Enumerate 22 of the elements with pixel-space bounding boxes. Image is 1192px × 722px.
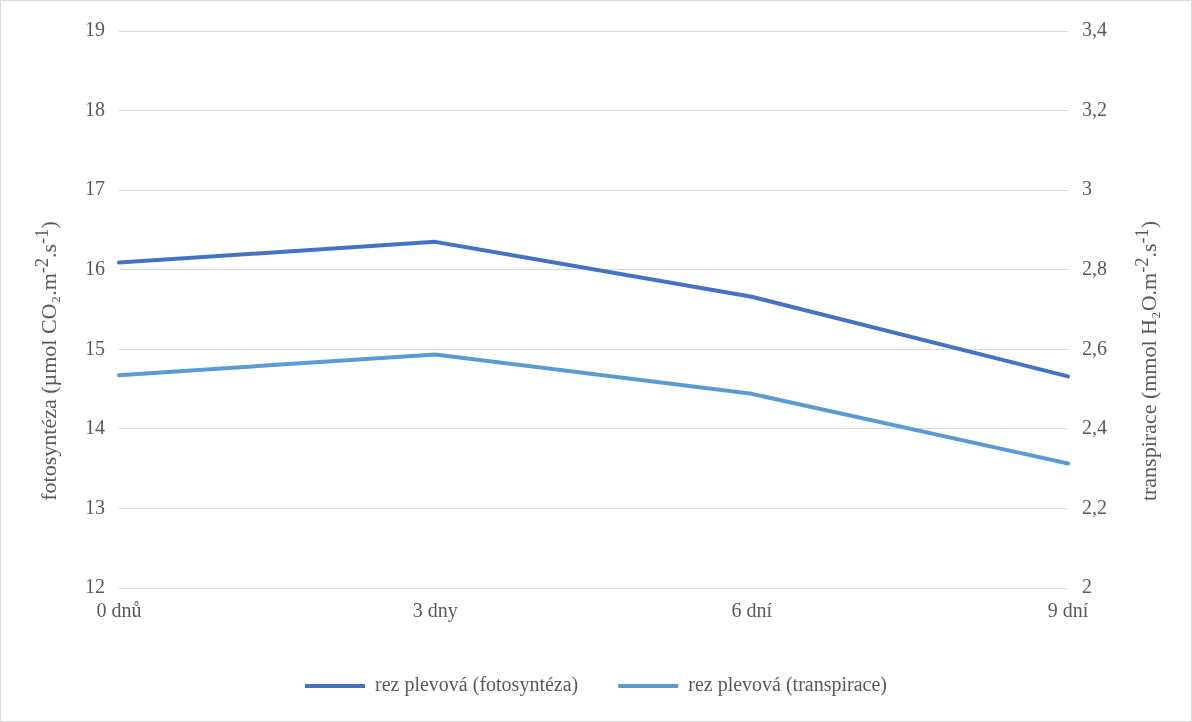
y-tick-label: 17 (85, 177, 105, 200)
y2-tick-label: 2 (1082, 575, 1092, 598)
y2-tick-label: 3,4 (1082, 18, 1107, 41)
x-tick-label: 3 dny (412, 599, 458, 623)
x-tick-label: 9 dní (1047, 599, 1089, 622)
y-tick-label: 19 (85, 18, 105, 41)
y2-tick-label: 3,2 (1082, 97, 1107, 120)
y2-tick-label: 3 (1082, 177, 1092, 200)
y-tick-label: 12 (85, 575, 105, 598)
x-tick-label: 6 dní (731, 599, 773, 622)
legend-label: rez plevová (fotosyntéza) (375, 673, 579, 697)
y-tick-label: 13 (85, 495, 105, 518)
legend-label: rez plevová (transpirace) (688, 673, 888, 697)
y2-tick-label: 2,6 (1082, 336, 1107, 359)
x-tick-label: 0 dnů (96, 599, 142, 622)
y2-tick-label: 2,8 (1082, 256, 1107, 279)
y-tick-label: 18 (85, 97, 105, 120)
y-tick-label: 16 (85, 256, 105, 279)
y2-tick-label: 2,2 (1082, 495, 1107, 518)
y2-tick-label: 2,4 (1082, 416, 1107, 439)
y-tick-label: 14 (85, 416, 105, 439)
y-tick-label: 15 (85, 336, 105, 359)
